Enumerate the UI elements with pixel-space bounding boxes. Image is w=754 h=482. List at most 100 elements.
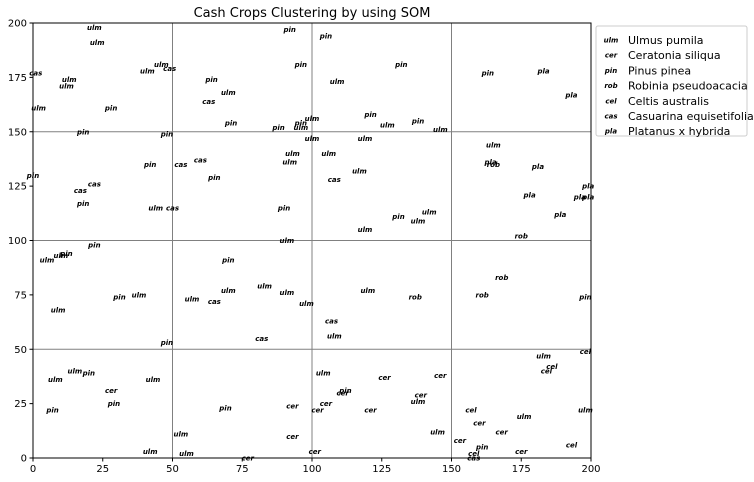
data-point-ulm: ulm xyxy=(31,104,46,112)
data-point-cer: cer xyxy=(454,437,467,445)
data-point-pla: pla xyxy=(573,194,586,202)
data-point-pin: pin xyxy=(282,26,295,34)
data-point-ulm: ulm xyxy=(257,283,272,291)
data-point-ulm: ulm xyxy=(430,428,445,436)
data-point-cer: cer xyxy=(337,389,350,397)
data-point-ulm: ulm xyxy=(174,431,189,439)
data-point-pin: pin xyxy=(112,294,125,302)
data-point-pin: pin xyxy=(224,120,237,128)
y-tick-label: 25 xyxy=(14,399,27,410)
data-point-pin: pin xyxy=(319,33,332,41)
data-point-pin: pin xyxy=(391,213,404,221)
data-point-ulm: ulm xyxy=(282,159,297,167)
data-point-pla: pla xyxy=(531,163,544,171)
data-point-ulm: ulm xyxy=(48,376,63,384)
data-point-ulm: ulm xyxy=(578,407,593,415)
x-tick-label: 75 xyxy=(236,464,249,475)
data-point-cer: cer xyxy=(364,407,377,415)
data-point-ulm: ulm xyxy=(40,257,55,265)
x-tick-label: 50 xyxy=(166,464,179,475)
data-point-pla: pla xyxy=(564,91,577,99)
data-point-pin: pin xyxy=(294,120,307,128)
data-point-ulm: ulm xyxy=(305,115,320,123)
data-point-pin: pin xyxy=(87,241,100,249)
data-point-ulm: ulm xyxy=(179,450,194,458)
x-tick-label: 0 xyxy=(30,464,36,475)
data-point-cer: cer xyxy=(515,448,528,456)
data-point-pla: pla xyxy=(483,159,496,167)
data-point-ulm: ulm xyxy=(221,287,236,295)
data-point-pin: pin xyxy=(160,339,173,347)
data-point-cer: cer xyxy=(286,433,299,441)
y-tick-label: 175 xyxy=(8,73,27,84)
data-point-ulm: ulm xyxy=(433,126,448,134)
data-point-ulm: ulm xyxy=(221,89,236,97)
data-point-ulm: ulm xyxy=(90,39,105,47)
data-point-cer: cer xyxy=(415,391,428,399)
data-point-cas: cas xyxy=(163,65,176,73)
data-point-pla: pla xyxy=(581,194,594,202)
legend-label: Pinus pinea xyxy=(628,64,691,77)
data-point-ulm: ulm xyxy=(321,150,336,158)
data-point-ulm: ulm xyxy=(132,291,147,299)
data-point-pin: pin xyxy=(411,117,424,125)
legend: ulm Ulmus pumila cer Ceratonia siliqua pin Pi… xyxy=(595,25,754,138)
data-point-cel: cel xyxy=(465,407,477,415)
data-point-cer: cer xyxy=(378,374,391,382)
data-point-pin: pin xyxy=(271,124,284,132)
data-point-pin: pin xyxy=(578,294,591,302)
data-point-ulm: ulm xyxy=(358,135,373,143)
data-point-rob: rob xyxy=(515,233,528,241)
data-point-ulm: ulm xyxy=(352,167,367,175)
data-point-cas: cas xyxy=(202,98,215,106)
legend-marker: cer xyxy=(605,52,618,60)
data-point-pin: pin xyxy=(104,104,117,112)
data-point-rob: rob xyxy=(487,161,500,169)
legend-label: Robinia pseudoacacia xyxy=(628,80,748,93)
data-point-pin: pin xyxy=(475,444,488,452)
legend-label: Celtis australis xyxy=(628,95,709,108)
legend-label: Ulmus pumila xyxy=(628,34,704,47)
data-point-ulm: ulm xyxy=(146,376,161,384)
legend-label: Ceratonia siliqua xyxy=(628,49,721,62)
legend-marker: cel xyxy=(605,97,617,105)
data-point-ulm: ulm xyxy=(517,413,532,421)
data-point-cas: cas xyxy=(255,335,268,343)
y-tick-label: 50 xyxy=(14,345,27,356)
data-point-cer: cer xyxy=(309,448,322,456)
data-point-cas: cas xyxy=(325,317,338,325)
y-tick-label: 125 xyxy=(8,182,27,193)
data-point-ulm: ulm xyxy=(330,78,345,86)
data-point-ulm: ulm xyxy=(280,237,295,245)
data-point-ulm: ulm xyxy=(536,352,551,360)
data-point-ulm: ulm xyxy=(280,289,295,297)
data-point-ulm: ulm xyxy=(327,333,342,341)
data-point-cas: cas xyxy=(74,187,87,195)
data-point-cer: cer xyxy=(473,420,486,428)
x-tick-label: 100 xyxy=(302,464,321,475)
data-point-ulm: ulm xyxy=(360,287,375,295)
data-point-ulm: ulm xyxy=(54,252,69,260)
data-point-cer: cer xyxy=(286,402,299,410)
data-point-pin: pin xyxy=(218,404,231,412)
data-point-cel: cel xyxy=(541,368,553,376)
data-point-pin: pin xyxy=(82,370,95,378)
data-point-pin: pin xyxy=(277,204,290,212)
data-point-ulm: ulm xyxy=(143,448,158,456)
x-tick-label: 25 xyxy=(96,464,109,475)
data-point-ulm: ulm xyxy=(411,217,426,225)
data-point-cel: cel xyxy=(468,450,480,458)
y-tick-label: 75 xyxy=(14,290,27,301)
data-point-cel: cel xyxy=(580,348,592,356)
x-tick-label: 200 xyxy=(581,464,600,475)
data-point-pin: pin xyxy=(59,250,72,258)
data-point-rob: rob xyxy=(409,294,422,302)
legend-item-rob: rob Robinia pseudoacacia xyxy=(604,80,747,93)
data-point-ulm: ulm xyxy=(51,307,66,315)
data-point-ulm: ulm xyxy=(486,141,501,149)
grid-lines xyxy=(33,23,591,458)
data-point-cas: cas xyxy=(88,180,101,188)
data-point-pin: pin xyxy=(160,130,173,138)
